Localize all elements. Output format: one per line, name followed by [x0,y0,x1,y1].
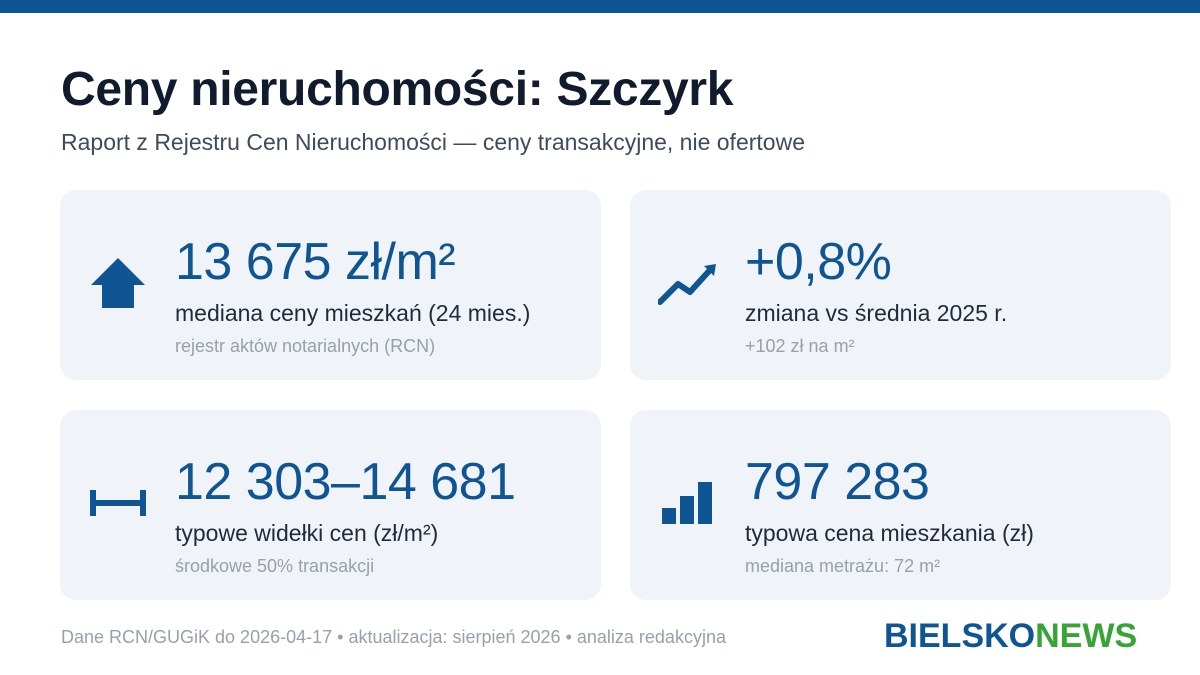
trend-up-icon [658,264,716,305]
stat-value: 13 675 zł/m² [175,233,456,291]
stat-label: mediana ceny mieszkań (24 mies.) [175,300,531,326]
stat-card-median-price: 13 675 zł/m² mediana ceny mieszkań (24 m… [60,190,601,380]
bar-chart-icon [662,482,712,524]
house-icon [91,258,145,308]
page-title: Ceny nieruchomości: Szczyrk [61,63,734,116]
stat-label: typowa cena mieszkania (zł) [745,520,1034,546]
stat-value: 797 283 [745,453,930,511]
stat-note: rejestr aktów notarialnych (RCN) [175,336,436,356]
stat-note: +102 zł na m² [745,336,855,356]
stat-note: środkowe 50% transakcji [175,556,375,576]
logo-text: BIELSKONEWS [884,617,1137,655]
stat-note: mediana metrażu: 72 m² [745,556,941,576]
stat-card-price-range: 12 303–14 681 typowe widełki cen (zł/m²)… [60,410,601,600]
stat-card-change: +0,8% zmiana vs średnia 2025 r. +102 zł … [630,190,1171,380]
footer-source: Dane RCN/GUGiK do 2026-04-17 • aktualiza… [61,627,726,647]
logo-part-2: NEWS [1035,617,1137,655]
stat-label: zmiana vs średnia 2025 r. [745,300,1008,326]
top-accent-bar [0,0,1200,13]
page-subtitle: Raport z Rejestru Cen Nieruchomości — ce… [61,129,805,155]
stat-card-typical-price: 797 283 typowa cena mieszkania (zł) medi… [630,410,1171,600]
stat-label: typowe widełki cen (zł/m²) [175,520,439,546]
stat-value: +0,8% [745,233,892,291]
stat-value: 12 303–14 681 [175,453,516,511]
brand-logo: BIELSKONEWS [884,617,1137,655]
range-icon [90,490,146,516]
logo-part-1: BIELSKO [884,617,1035,655]
